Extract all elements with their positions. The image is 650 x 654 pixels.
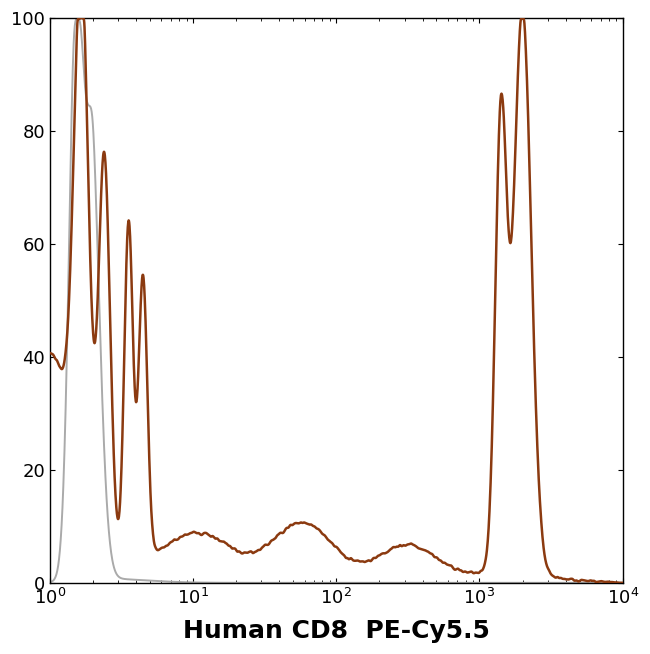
X-axis label: Human CD8  PE-Cy5.5: Human CD8 PE-Cy5.5 — [183, 619, 489, 643]
